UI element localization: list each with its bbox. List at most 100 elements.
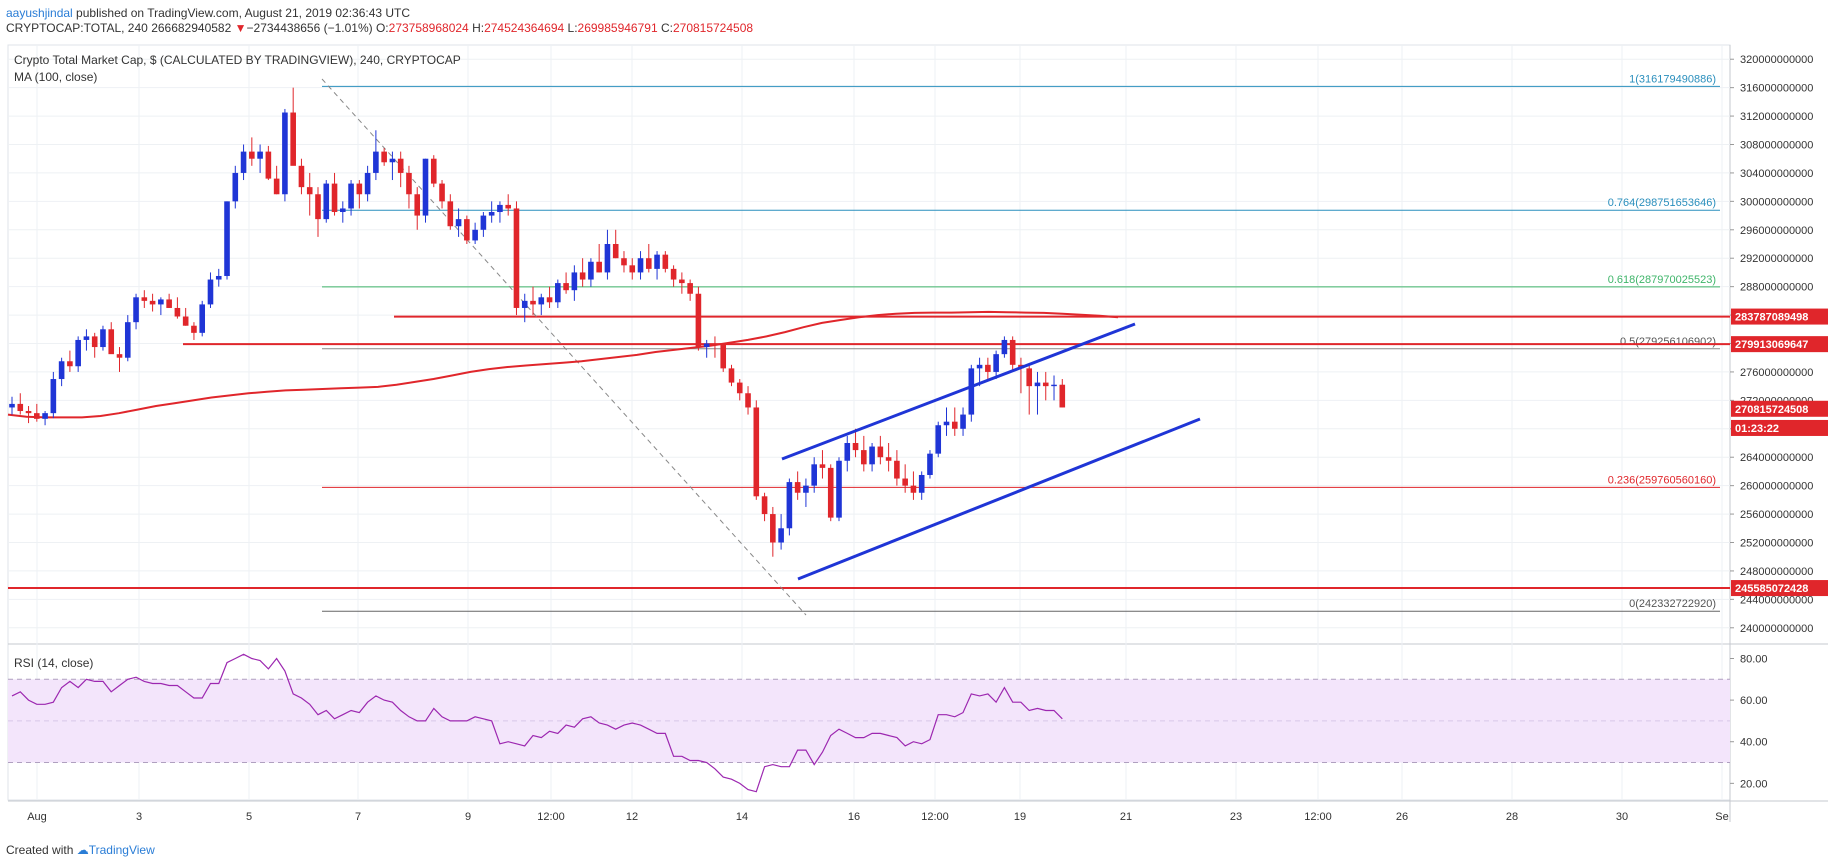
candle [968, 364, 975, 422]
candle-body [389, 158, 396, 163]
candle-body [290, 112, 296, 166]
candle-body [356, 183, 363, 195]
candle [869, 443, 875, 472]
time-tick-label: 19 [1014, 811, 1026, 823]
candle [1034, 371, 1041, 415]
candle-body [803, 485, 809, 493]
time-tick-label: 21 [1120, 811, 1132, 823]
candle [1026, 364, 1033, 415]
candle [985, 357, 991, 380]
candle-body [786, 482, 793, 529]
time-tick-label: 12:00 [921, 811, 949, 823]
candle-body [249, 151, 255, 159]
rsi-tick-label: 20.00 [1740, 778, 1768, 790]
candle-body [885, 457, 892, 461]
candle-body [960, 414, 966, 429]
rsi-indicator-label: RSI (14, close) [14, 656, 93, 670]
candle-body [695, 293, 702, 348]
candle-body [679, 279, 685, 284]
candle-body [414, 194, 421, 216]
candle-body [323, 183, 330, 220]
fib-level-label: 0.618(287970025523) [1608, 274, 1716, 286]
candle [315, 187, 321, 237]
candle-body [141, 297, 148, 301]
candle-body [273, 178, 280, 195]
candle-body [546, 297, 553, 303]
price-axis[interactable]: 240000000000 244000000000 248000000000 2520… [1730, 54, 1813, 635]
candle-body [827, 467, 834, 518]
candle-body [1001, 339, 1008, 355]
candle-body [224, 201, 230, 276]
countdown-label-box [1731, 419, 1828, 436]
candle-body [42, 413, 48, 419]
candle [935, 421, 942, 458]
candle-body [34, 413, 40, 419]
level-price-label-box [1731, 336, 1828, 353]
candle [819, 450, 826, 479]
candle [83, 329, 90, 351]
candle-body [894, 460, 900, 479]
candle-body [637, 258, 644, 273]
candle-body [240, 151, 247, 173]
time-tick-label: Se [1715, 811, 1728, 823]
candle [124, 315, 131, 362]
rsi-tick-label: 80.00 [1740, 653, 1768, 665]
candle [505, 194, 511, 216]
candle-body [406, 172, 412, 195]
candle-body [166, 299, 172, 308]
candle-body [753, 407, 760, 497]
candle-body [654, 254, 660, 269]
price-tick-label: 288000000000 [1740, 282, 1813, 294]
candle [25, 406, 32, 424]
candle-body [596, 261, 602, 273]
candle [679, 272, 685, 294]
candle [811, 457, 817, 493]
level-price-label: 279913069647 [1731, 336, 1828, 353]
candle [67, 350, 73, 372]
candle-body [869, 446, 875, 465]
candle-body [819, 464, 826, 468]
candle-body [447, 201, 454, 227]
price-tick-label: 244000000000 [1740, 594, 1813, 606]
tradingview-brand[interactable]: TradingView [88, 843, 155, 857]
candle [75, 336, 81, 372]
candle [381, 148, 387, 166]
candle-body [571, 272, 578, 291]
price-tick-label: 304000000000 [1740, 168, 1813, 180]
candle [670, 265, 677, 287]
price-tick-label: 296000000000 [1740, 225, 1813, 237]
candle-body [149, 300, 156, 305]
candle-body [687, 283, 693, 294]
candle-body [918, 474, 925, 493]
low-value: 269985946791 [577, 21, 658, 35]
candle [513, 201, 520, 316]
candle [910, 471, 917, 500]
candle [191, 322, 197, 340]
candle [298, 158, 305, 195]
candle-body [1026, 368, 1033, 387]
candle-body [191, 325, 197, 333]
candle [844, 435, 851, 472]
candle-body [133, 297, 139, 323]
candle-body [497, 204, 503, 213]
candle-body [158, 299, 164, 305]
candle [340, 201, 346, 223]
candle [455, 208, 462, 237]
author-link[interactable]: aayushjindal [6, 6, 73, 20]
price-tick-label: 260000000000 [1740, 481, 1813, 493]
candle [497, 201, 503, 223]
candle [166, 293, 172, 308]
candle-body [852, 443, 859, 451]
fib-level-label: 0.236(259760560160) [1608, 474, 1716, 486]
candle-body [902, 478, 908, 486]
candle-body [943, 421, 950, 426]
candle [753, 400, 760, 500]
candle [778, 514, 784, 550]
candle [943, 407, 950, 436]
time-tick-label: 9 [465, 811, 471, 823]
price-tick-label: 300000000000 [1740, 196, 1813, 208]
time-axis[interactable]: Aug 3 5 7 9 12:00 12 14 16 12:00 19 21 23 12:00 26 28 30… [27, 811, 1729, 823]
price-tick-label: 320000000000 [1740, 54, 1813, 66]
candle-body [25, 411, 32, 414]
